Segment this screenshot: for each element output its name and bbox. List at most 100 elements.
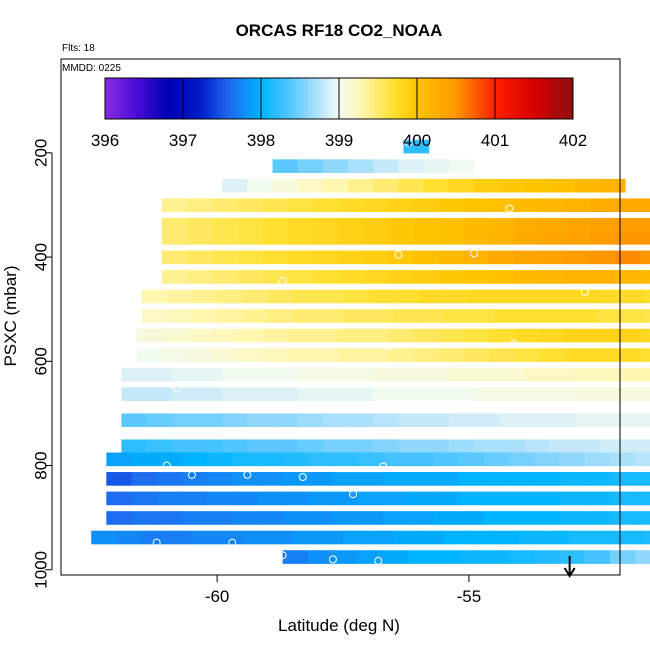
heatmap-cell [368,309,394,323]
heatmap-cell [332,550,359,564]
heatmap-cell [489,250,515,265]
heatmap-cell [247,367,274,382]
colorbar-segment [401,78,406,119]
heatmap-cell [534,472,561,486]
x-tick-label: -55 [457,587,482,606]
heatmap-cell [322,159,349,173]
heatmap-cell [635,511,650,525]
heatmap-cell [237,270,264,284]
heatmap-cell [484,472,510,486]
observation-point [394,250,403,259]
heatmap-cell [297,387,324,401]
heatmap-cell [161,328,188,343]
heatmap-cell [393,530,420,545]
observation-point [187,470,196,479]
heatmap-cell [343,530,369,545]
heatmap-cell [136,328,163,343]
heatmap-cell [186,250,213,265]
y-tick-label: 800 [31,451,50,479]
heatmap-cell [489,231,515,245]
heatmap-cell [539,250,566,265]
heatmap-cell [141,289,168,304]
colorbar-segment [147,78,153,119]
heatmap-cell [534,452,561,467]
heatmap-cell [307,550,334,564]
colorbar-segment [565,78,570,119]
heatmap-cell [413,250,440,265]
colorbar-segment [534,78,539,119]
heatmap-cell [287,348,314,362]
heatmap-cell [524,387,551,401]
colorbar-segment [502,78,508,119]
heatmap-cell [262,270,289,284]
heatmap-cell [640,231,650,245]
heatmap-cell [212,328,238,343]
heatmap-cell [146,367,173,382]
heatmap-cell [121,439,148,454]
heatmap-cell [106,511,133,525]
heatmap-cell [171,413,198,428]
colorbar-segment [194,78,200,119]
heatmap-cell [463,348,490,362]
heatmap-cell [348,367,374,382]
colorbar-tick-label: 397 [169,131,197,150]
heatmap-cell [509,550,535,564]
heatmap-cell [514,231,541,245]
heatmap-cell [408,511,435,525]
heatmap-cell [539,231,566,245]
heatmap-cell [348,413,374,428]
colorbar-segment [463,78,469,119]
heatmap-cell [640,270,650,284]
heatmap-cell [645,530,650,545]
colorbar-segment [358,78,363,119]
heatmap-cell [463,198,490,213]
heatmap-cell [614,250,641,265]
colorbar-tick-label: 398 [247,131,275,150]
heatmap-cell [599,367,626,382]
heatmap-cell [589,328,616,343]
heatmap-cell [433,550,460,564]
colorbar-segment [311,78,317,119]
heatmap-cell [262,328,289,343]
colorbar-segment [370,78,375,119]
heatmap-cell [463,270,490,284]
heatmap-cell [423,178,450,193]
heatmap-cell [322,439,349,454]
y-tick-label: 400 [31,243,50,271]
heatmap-cell [524,367,551,382]
heatmap-cell [222,439,248,454]
colorbar-segment [346,78,352,119]
colorbar-segment [190,78,196,119]
heatmap-cell [171,387,198,401]
heatmap-cell [564,348,591,362]
heatmap-cell [312,198,339,213]
heatmap-cell [443,289,470,304]
heatmap-cell [337,328,364,343]
heatmap-cell [599,439,626,454]
heatmap-cell [569,289,596,304]
heatmap-cell [534,511,561,525]
observation-point [374,556,383,565]
heatmap-cell [423,387,450,401]
heatmap-cell [484,511,510,525]
heatmap-cell [584,452,611,467]
heatmap-cell [312,250,339,265]
heatmap-cell [292,289,319,304]
heatmap-cell [403,139,430,154]
heatmap-cell [473,387,500,401]
heatmap-cell [121,367,148,382]
heatmap-cell [161,348,188,362]
colorbar-tick-label: 399 [325,131,353,150]
heatmap-cell [599,387,626,401]
colorbar-segment [327,78,332,119]
heatmap-cell [564,270,591,284]
heatmap-cell [625,387,650,401]
heatmap-cell [232,511,259,525]
heatmap-cell [156,491,183,506]
heatmap-cell [272,159,299,173]
heatmap-cell [121,387,148,401]
heatmap-cell [237,231,264,245]
heatmap-cell [514,270,541,284]
heatmap-cell [463,217,490,232]
